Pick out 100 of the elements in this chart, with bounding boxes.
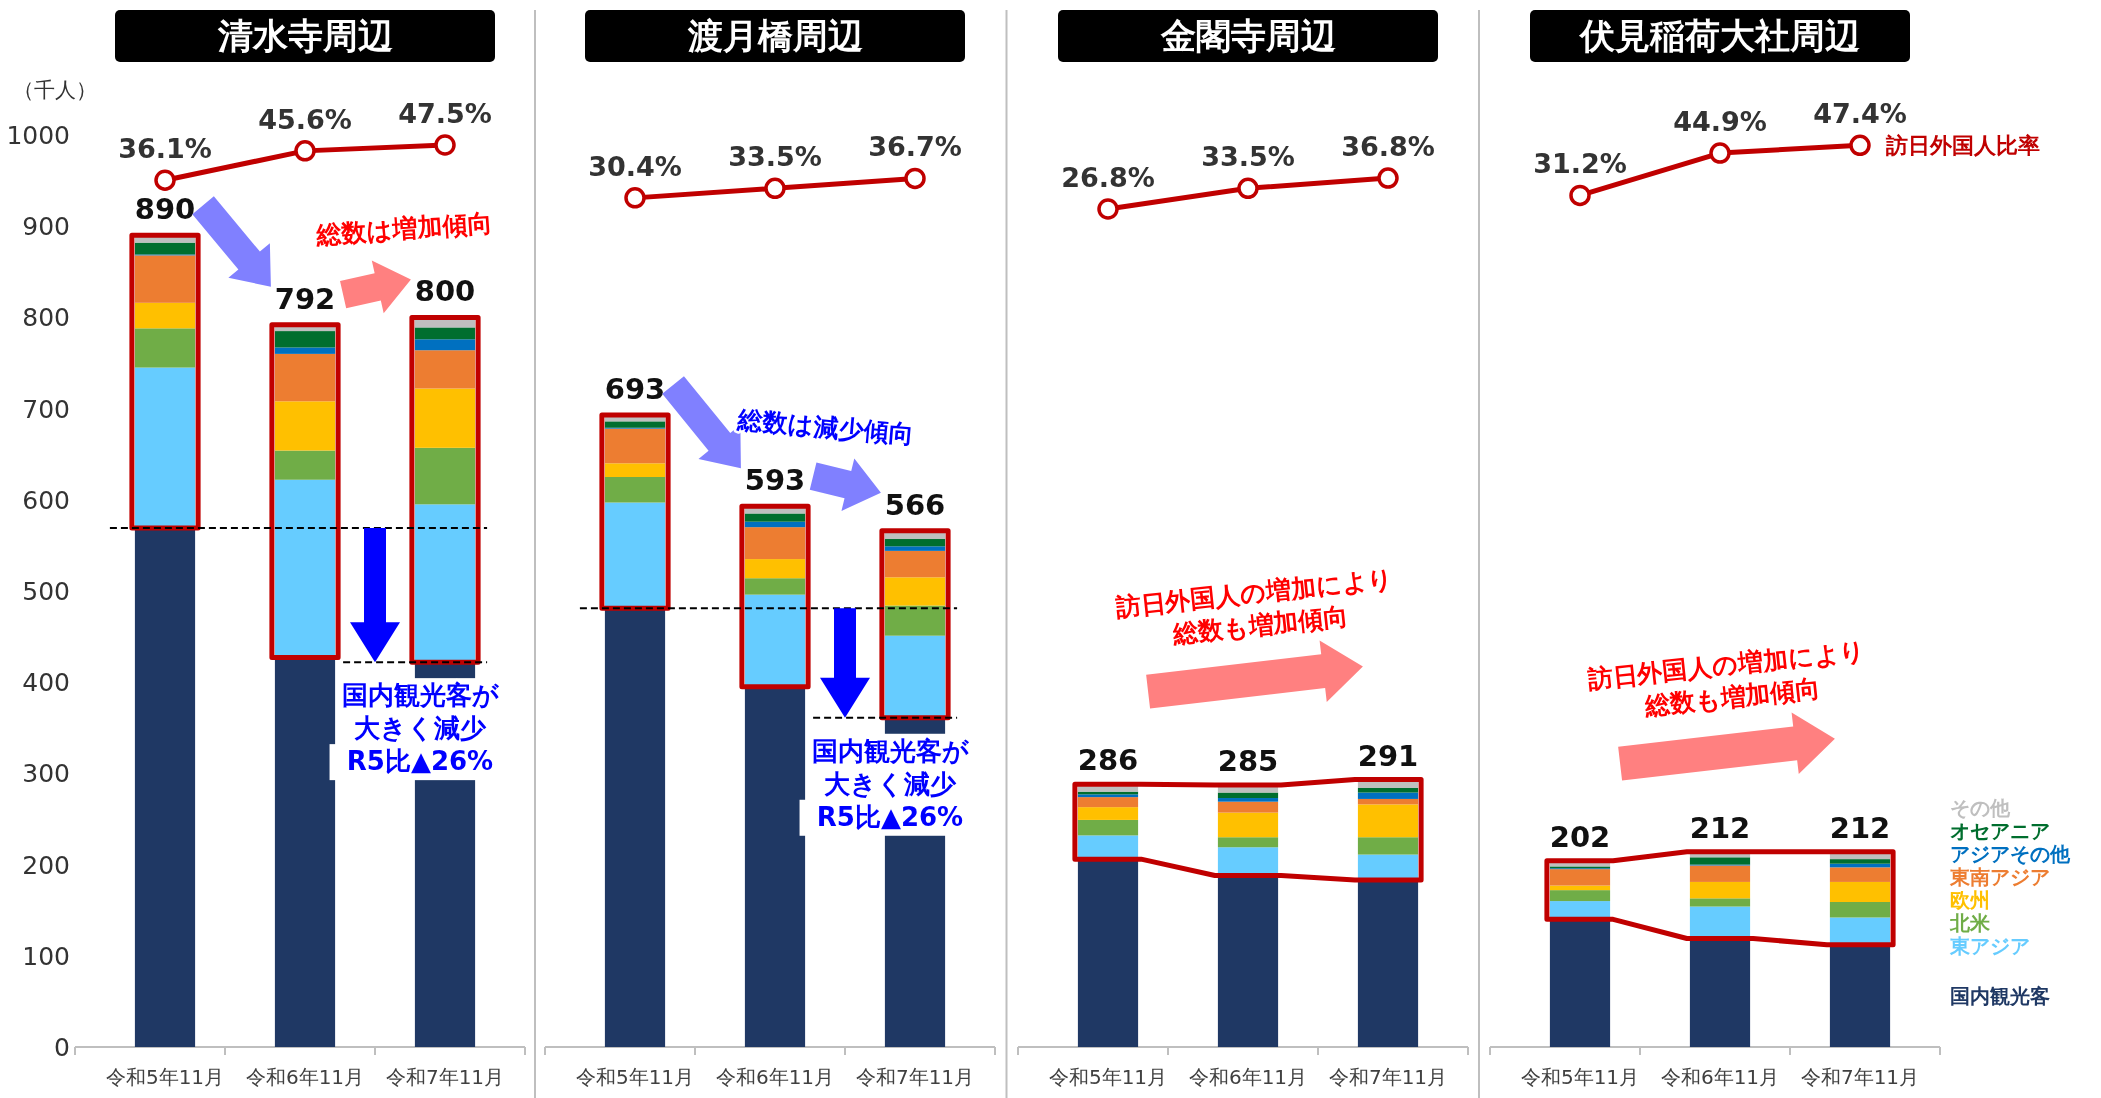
bar: [744, 513, 806, 522]
annotation: 大きく減少: [354, 713, 487, 744]
bar: [1357, 798, 1419, 805]
bar: [1357, 880, 1419, 1047]
bar: [1357, 854, 1419, 881]
bar: [744, 527, 806, 560]
annotation: 国内観光客が: [341, 680, 500, 711]
annotation: 大きく減少: [824, 768, 957, 799]
x-tick-label: 令和7年11月: [855, 1065, 975, 1089]
bar: [414, 388, 476, 448]
bar: [1829, 881, 1891, 902]
total-label: 202: [1549, 819, 1611, 854]
x-tick-label: 令和5年11月: [1048, 1065, 1168, 1089]
bar: [884, 539, 946, 547]
bar: [1357, 781, 1419, 788]
bar: [604, 463, 666, 477]
bar: [274, 347, 336, 354]
x-tick-label: 令和7年11月: [385, 1065, 505, 1089]
total-label: 593: [744, 463, 806, 498]
bar: [744, 559, 806, 579]
total-label: 212: [1829, 810, 1891, 845]
data-label: 45.6%: [258, 103, 352, 135]
data-label: 47.5%: [398, 98, 492, 129]
bar: [1689, 857, 1751, 865]
bar: [1217, 875, 1279, 1047]
bar: [134, 242, 196, 255]
text: 国内観光客: [1950, 983, 2050, 1008]
bar: [1077, 807, 1139, 820]
data-label: 33.5%: [1201, 141, 1295, 173]
x-tick-label: 令和5年11月: [575, 1065, 695, 1089]
bar: [1689, 906, 1751, 939]
total-label: 286: [1077, 743, 1139, 778]
x-tick-label: 令和6年11月: [245, 1065, 365, 1089]
total-label: 566: [884, 487, 946, 522]
annotation: 総数は減少傾向: [735, 405, 915, 450]
data-label: 36.1%: [118, 133, 212, 165]
total-label: 291: [1357, 738, 1419, 773]
bar: [1217, 812, 1279, 838]
bar: [1357, 792, 1419, 799]
x-tick-label: 令和5年11月: [105, 1065, 225, 1089]
text: その他: [1950, 796, 2011, 820]
bar: [1829, 853, 1891, 860]
bar: [884, 550, 946, 578]
bar: [134, 328, 196, 368]
text: 東アジア: [1949, 934, 2030, 958]
bar: [1217, 837, 1279, 848]
total-label: 890: [134, 192, 196, 227]
bar: [134, 302, 196, 329]
bar: [744, 521, 806, 528]
x-tick-label: 令和6年11月: [715, 1065, 835, 1089]
bar: [884, 605, 946, 636]
bar: [884, 577, 946, 606]
bar: [1217, 801, 1279, 813]
y-tick-label: 500: [22, 577, 70, 606]
total-label: 792: [274, 281, 336, 316]
total-label: 285: [1217, 744, 1279, 779]
bar: [1357, 804, 1419, 838]
bar: [1829, 859, 1891, 864]
bar: [414, 339, 476, 351]
bar: [1829, 944, 1891, 1047]
bar: [1829, 901, 1891, 918]
bar: [1357, 787, 1419, 793]
data-label: 33.5%: [728, 141, 822, 173]
text: 欧州: [1950, 888, 1990, 912]
bar: [1549, 919, 1611, 1047]
text: オセアニア: [1950, 819, 2050, 843]
annotation: R5比▲26%: [346, 746, 494, 777]
bar: [414, 447, 476, 505]
bar: [1077, 859, 1139, 1047]
data-label: 31.2%: [1533, 148, 1627, 180]
bar: [744, 578, 806, 595]
bar: [1689, 938, 1751, 1047]
y-tick-label: 200: [22, 850, 70, 880]
bar: [1549, 869, 1611, 886]
bar: [1829, 867, 1891, 882]
bar: [1357, 837, 1419, 855]
y-tick-label: 900: [22, 212, 70, 242]
text: 北米: [1949, 911, 1991, 935]
data-label: 30.4%: [588, 150, 682, 182]
bar: [274, 331, 336, 348]
chart-title: 伏見稲荷大社周辺: [1578, 16, 1860, 56]
total-label: 693: [604, 371, 666, 406]
y-axis-title: （千人）: [13, 78, 97, 102]
bar: [884, 546, 946, 551]
total-label: 212: [1689, 810, 1751, 845]
bar: [1077, 835, 1139, 860]
y-tick-label: 100: [22, 941, 70, 971]
bar: [414, 327, 476, 340]
bar: [414, 350, 476, 389]
data-label: 36.8%: [1341, 131, 1435, 163]
y-tick-label: 400: [22, 668, 70, 698]
total-label: 800: [414, 274, 476, 309]
x-tick-label: 令和5年11月: [1520, 1065, 1640, 1089]
annotation: 国内観光客が: [811, 735, 970, 766]
bar: [1217, 792, 1279, 799]
data-label: 36.7%: [868, 131, 962, 163]
bar: [1549, 890, 1611, 902]
chart-title: 金閣寺周辺: [1159, 16, 1336, 56]
x-tick-label: 令和6年11月: [1660, 1065, 1780, 1089]
x-tick-label: 令和6年11月: [1188, 1065, 1308, 1089]
